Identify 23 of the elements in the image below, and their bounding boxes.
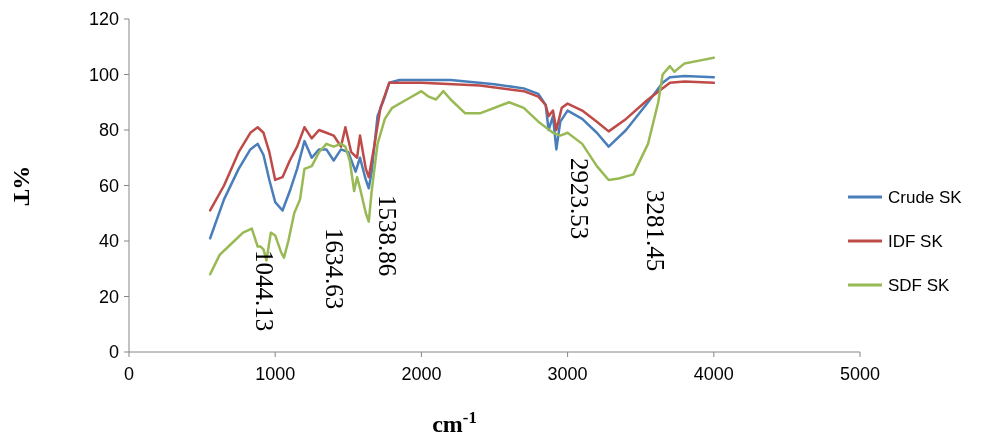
y-tick-label: 0 xyxy=(108,342,119,363)
y-axis-title: %T xyxy=(9,165,35,206)
annotation: 1538.86 xyxy=(373,195,401,277)
annotation: 2923.53 xyxy=(565,158,593,240)
legend-label: SDF SK xyxy=(888,275,951,295)
x-tick-label: 1000 xyxy=(255,364,296,384)
legend-label: Crude SK xyxy=(888,187,963,207)
annotation: 1044.13 xyxy=(250,250,278,332)
x-tick-label: 3000 xyxy=(547,364,588,384)
y-tick-label: 120 xyxy=(88,9,119,30)
y-tick-label: 20 xyxy=(98,286,119,307)
x-axis-title: cm$^{-1}$ xyxy=(432,407,477,437)
annotation: 3281.45 xyxy=(641,190,669,272)
y-tick-label: 80 xyxy=(98,120,119,141)
x-tick-label: 4000 xyxy=(693,364,734,384)
y-tick-label: 60 xyxy=(98,175,119,196)
legend-label: IDF SK xyxy=(888,231,944,251)
x-tick-label: 2000 xyxy=(401,364,442,384)
y-tick-label: 100 xyxy=(88,64,119,85)
y-tick-label: 40 xyxy=(98,231,119,252)
x-tick-label: 5000 xyxy=(839,364,881,384)
x-tick-label: 0 xyxy=(123,364,135,384)
annotation: 1634.63 xyxy=(320,228,348,310)
